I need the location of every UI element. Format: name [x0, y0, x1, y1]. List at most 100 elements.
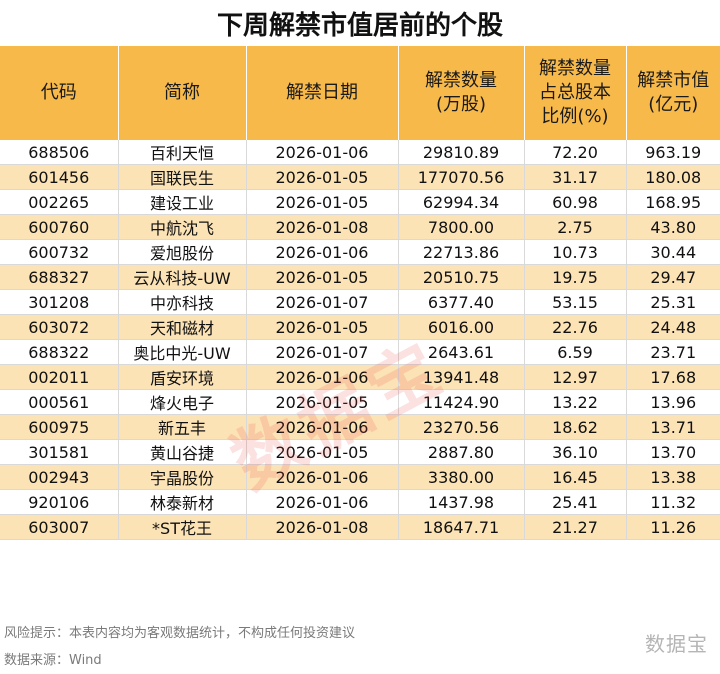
table-body: 688506 百利天恒 2026-01-06 29810.89 72.20 963.19 6… — [0, 140, 720, 540]
header-code: 代码 — [0, 46, 118, 140]
cell-quantity: 29810.89 — [397, 140, 524, 165]
cell-code: 688322 — [0, 339, 118, 365]
cell-date: 2026-01-08 — [245, 214, 398, 240]
cell-quantity: 2887.80 — [397, 439, 524, 465]
cell-market-value: 30.44 — [625, 239, 720, 265]
cell-ratio: 22.76 — [523, 314, 626, 340]
cell-quantity: 6016.00 — [397, 314, 524, 340]
footer: 风险提示：本表内容均为客观数据统计，不构成任何投资建议 数据来源：Wind 数据… — [0, 614, 720, 674]
cell-quantity: 22713.86 — [397, 239, 524, 265]
cell-name: 林泰新材 — [117, 489, 246, 515]
header-ratio: 解禁数量 占总股本 比例(%) — [523, 46, 626, 140]
cell-market-value: 24.48 — [625, 314, 720, 340]
cell-date: 2026-01-05 — [245, 314, 398, 340]
cell-market-value: 963.19 — [625, 140, 720, 165]
table-header-row: 代码 简称 解禁日期 解禁数量 (万股) 解禁数量 占总股本 比例(%) 解禁市… — [0, 46, 720, 140]
table-row: 301208 中亦科技 2026-01-07 6377.40 53.15 25.31 — [0, 289, 720, 315]
cell-date: 2026-01-05 — [245, 164, 398, 190]
cell-ratio: 21.27 — [523, 514, 626, 540]
table-row: 600975 新五丰 2026-01-06 23270.56 18.62 13.71 — [0, 414, 720, 440]
cell-market-value: 11.26 — [625, 514, 720, 540]
table-row: 301581 黄山谷捷 2026-01-05 2887.80 36.10 13.70 — [0, 439, 720, 465]
cell-code: 002265 — [0, 189, 118, 215]
unlock-table: 代码 简称 解禁日期 解禁数量 (万股) 解禁数量 占总股本 比例(%) 解禁市… — [0, 46, 720, 540]
table-row: 600760 中航沈飞 2026-01-08 7800.00 2.75 43.80 — [0, 214, 720, 240]
cell-code: 600732 — [0, 239, 118, 265]
cell-quantity: 62994.34 — [397, 189, 524, 215]
cell-date: 2026-01-07 — [245, 339, 398, 365]
table-row: 002265 建设工业 2026-01-05 62994.34 60.98 168.95 — [0, 189, 720, 215]
header-name: 简称 — [117, 46, 246, 140]
table-row: 688506 百利天恒 2026-01-06 29810.89 72.20 963.19 — [0, 140, 720, 165]
header-date: 解禁日期 — [245, 46, 398, 140]
cell-date: 2026-01-05 — [245, 189, 398, 215]
cell-ratio: 2.75 — [523, 214, 626, 240]
cell-code: 301581 — [0, 439, 118, 465]
cell-quantity: 1437.98 — [397, 489, 524, 515]
cell-quantity: 2643.61 — [397, 339, 524, 365]
table-row: 688327 云从科技-UW 2026-01-05 20510.75 19.75 29.4… — [0, 264, 720, 290]
cell-quantity: 3380.00 — [397, 464, 524, 490]
cell-ratio: 16.45 — [523, 464, 626, 490]
cell-code: 688327 — [0, 264, 118, 290]
cell-quantity: 20510.75 — [397, 264, 524, 290]
cell-code: 920106 — [0, 489, 118, 515]
cell-market-value: 25.31 — [625, 289, 720, 315]
cell-ratio: 72.20 — [523, 140, 626, 165]
cell-name: 中航沈飞 — [117, 214, 246, 240]
cell-quantity: 7800.00 — [397, 214, 524, 240]
cell-code: 002011 — [0, 364, 118, 390]
cell-market-value: 180.08 — [625, 164, 720, 190]
cell-date: 2026-01-06 — [245, 140, 398, 165]
brand-logo: 数据宝 — [645, 632, 708, 656]
cell-date: 2026-01-06 — [245, 364, 398, 390]
cell-market-value: 168.95 — [625, 189, 720, 215]
cell-date: 2026-01-05 — [245, 264, 398, 290]
cell-name: 国联民生 — [117, 164, 246, 190]
table-row: 688322 奥比中光-UW 2026-01-07 2643.61 6.59 23.71 — [0, 339, 720, 365]
cell-ratio: 36.10 — [523, 439, 626, 465]
cell-quantity: 13941.48 — [397, 364, 524, 390]
cell-name: 百利天恒 — [117, 140, 246, 165]
cell-ratio: 31.17 — [523, 164, 626, 190]
cell-date: 2026-01-06 — [245, 414, 398, 440]
cell-code: 688506 — [0, 140, 118, 165]
cell-date: 2026-01-07 — [245, 289, 398, 315]
cell-market-value: 13.70 — [625, 439, 720, 465]
cell-code: 600760 — [0, 214, 118, 240]
cell-code: 000561 — [0, 389, 118, 415]
cell-ratio: 19.75 — [523, 264, 626, 290]
cell-name: 云从科技-UW — [117, 264, 246, 290]
header-market-value: 解禁市值 (亿元) — [625, 46, 720, 140]
cell-quantity: 6377.40 — [397, 289, 524, 315]
table-row: 002943 宇晶股份 2026-01-06 3380.00 16.45 13.38 — [0, 464, 720, 490]
data-source: 数据来源：Wind — [4, 653, 102, 668]
cell-name: 盾安环境 — [117, 364, 246, 390]
cell-code: 603072 — [0, 314, 118, 340]
cell-date: 2026-01-08 — [245, 514, 398, 540]
cell-market-value: 13.96 — [625, 389, 720, 415]
cell-date: 2026-01-05 — [245, 389, 398, 415]
cell-code: 603007 — [0, 514, 118, 540]
cell-market-value: 17.68 — [625, 364, 720, 390]
table-row: 920106 林泰新材 2026-01-06 1437.98 25.41 11.32 — [0, 489, 720, 515]
cell-name: 爱旭股份 — [117, 239, 246, 265]
cell-ratio: 60.98 — [523, 189, 626, 215]
cell-name: 建设工业 — [117, 189, 246, 215]
cell-name: 黄山谷捷 — [117, 439, 246, 465]
table-row: 601456 国联民生 2026-01-05 177070.56 31.17 180.08 — [0, 164, 720, 190]
cell-ratio: 6.59 — [523, 339, 626, 365]
cell-date: 2026-01-06 — [245, 489, 398, 515]
cell-date: 2026-01-06 — [245, 239, 398, 265]
cell-ratio: 25.41 — [523, 489, 626, 515]
cell-ratio: 13.22 — [523, 389, 626, 415]
cell-market-value: 29.47 — [625, 264, 720, 290]
cell-date: 2026-01-06 — [245, 464, 398, 490]
cell-market-value: 23.71 — [625, 339, 720, 365]
cell-market-value: 13.71 — [625, 414, 720, 440]
cell-code: 002943 — [0, 464, 118, 490]
cell-code: 600975 — [0, 414, 118, 440]
table-row: 000561 烽火电子 2026-01-05 11424.90 13.22 13.96 — [0, 389, 720, 415]
cell-name: 宇晶股份 — [117, 464, 246, 490]
cell-name: 天和磁材 — [117, 314, 246, 340]
